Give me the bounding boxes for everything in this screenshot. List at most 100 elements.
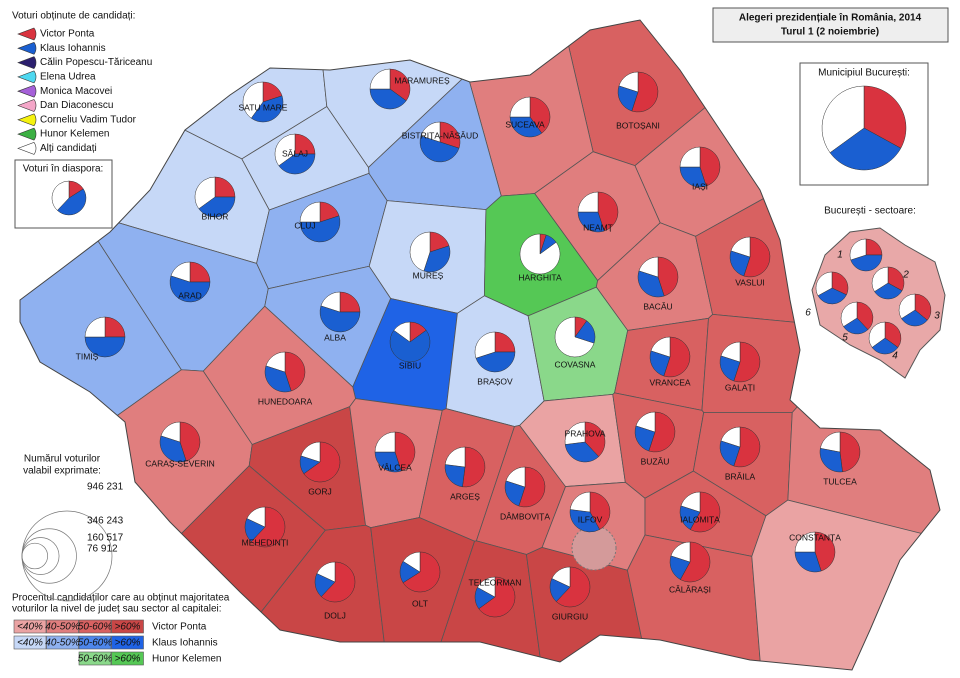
county-label: VASLUI	[735, 277, 765, 287]
size-legend-title: valabil exprimate:	[23, 466, 101, 477]
pie-slice	[733, 426, 761, 468]
pie-slice	[159, 435, 187, 463]
pie-slice	[57, 188, 87, 216]
percent-swatch	[78, 635, 112, 650]
pie-slice	[884, 321, 902, 348]
pie-slice	[831, 271, 849, 296]
pie-slice	[730, 236, 751, 258]
pie-slice	[589, 491, 611, 530]
sector-number: 6	[805, 308, 811, 319]
pie-slice	[374, 451, 402, 473]
pie-slice	[577, 191, 599, 213]
pie-slice	[720, 341, 741, 363]
pie-slice	[300, 441, 321, 463]
pie-slice	[901, 309, 928, 327]
pie-slice	[198, 196, 236, 218]
pie-slice	[821, 85, 865, 154]
pie-slice	[679, 146, 701, 168]
county-label: MUREȘ	[413, 270, 444, 280]
percent-swatch	[78, 619, 112, 634]
pie-slice	[850, 254, 883, 272]
pie-slice	[294, 133, 316, 155]
pie-slice	[374, 431, 396, 453]
legend-label: Corneliu Vadim Tudor	[40, 114, 137, 125]
sectors-outline	[811, 227, 946, 379]
county-label: COVASNA	[555, 359, 596, 369]
pie-slice	[339, 291, 361, 313]
percent-swatch	[13, 619, 47, 634]
pie-slice	[657, 256, 679, 297]
pie-slice	[840, 301, 858, 327]
percent-bin: 40-50%	[45, 638, 80, 649]
pie-slice	[829, 127, 902, 171]
pie-slice	[246, 506, 266, 528]
pie-slice	[680, 541, 711, 583]
county-label: BISTRIȚA-NĂSĂUD	[402, 130, 479, 140]
pie-slice	[820, 431, 841, 453]
county-label: VRANCEA	[649, 377, 690, 387]
pie-slice	[179, 421, 201, 462]
pie-slice	[650, 336, 671, 358]
percent-bin: 50-60%	[78, 638, 113, 649]
county-label: CONSTANȚA	[789, 532, 841, 542]
pie-slice	[519, 233, 561, 275]
pie-slice	[394, 431, 416, 472]
pie-slice	[794, 531, 816, 553]
bucharest-title: Municipiul București:	[818, 68, 910, 79]
pie-slice	[584, 421, 606, 457]
pie-slice	[794, 551, 822, 573]
pie-slice	[729, 250, 751, 277]
percent-swatch	[46, 635, 79, 650]
size-legend-title: Numărul voturilor	[24, 454, 101, 465]
county-label: TULCEA	[823, 476, 857, 486]
pie-slice	[84, 316, 106, 338]
legend-label: Victor Ponta	[40, 29, 95, 40]
percent-legend-title: voturilor la nivel de județ sau sector a…	[12, 604, 222, 615]
pie-slice	[569, 509, 600, 533]
pie-slice	[815, 271, 833, 297]
pie-slice	[477, 576, 496, 598]
diaspora-title: Voturi în diaspora:	[23, 164, 104, 175]
percent-swatch	[46, 619, 79, 634]
county-label: ARAD	[178, 290, 202, 300]
legend-swatch	[17, 27, 37, 41]
size-circle	[21, 542, 49, 570]
percent-bin: 40-50%	[45, 622, 80, 633]
legend-label: Călin Popescu-Tăriceanu	[40, 57, 152, 68]
pie-slice	[819, 447, 843, 473]
county-label: ALBA	[324, 332, 346, 342]
legend-label: Dan Diaconescu	[40, 100, 113, 111]
pie-slice	[51, 180, 70, 211]
pie-slice	[635, 411, 656, 433]
percent-swatch	[111, 619, 144, 634]
pie-slice	[494, 331, 516, 353]
pie-slice	[389, 68, 411, 102]
pie-slice	[863, 85, 907, 149]
pie-slice	[555, 566, 591, 608]
title: Alegeri prezidențiale în România, 2014	[739, 13, 922, 24]
legend-label: Monica Macovei	[40, 86, 112, 97]
legend-swatch	[17, 99, 37, 112]
legend-swatch	[17, 41, 37, 55]
county-label: BRAȘOV	[477, 376, 513, 386]
county-label: PRAHOVA	[565, 428, 606, 438]
pie-slice	[169, 275, 211, 303]
county-label: SUCEAVA	[505, 119, 545, 129]
pie-slice	[856, 301, 874, 331]
pie-slice	[160, 421, 181, 443]
pie-slice	[504, 480, 526, 507]
pie-slice	[265, 351, 286, 373]
percent-swatch	[111, 651, 144, 666]
legend-label: Klaus Iohannis	[40, 43, 106, 54]
pie-slice	[649, 350, 671, 377]
pie-slice	[597, 191, 619, 232]
county-label: CĂLĂRAȘI	[669, 584, 711, 594]
pie-slice	[564, 441, 600, 463]
title-box	[712, 7, 949, 43]
pie-slice	[423, 245, 451, 273]
county-label: NEAMȚ	[583, 222, 613, 232]
pie-slice	[409, 231, 431, 272]
percent-bin: >60%	[115, 654, 141, 665]
percent-bin: 50-60%	[78, 622, 113, 633]
county-label: BOTOȘANI	[616, 120, 660, 130]
